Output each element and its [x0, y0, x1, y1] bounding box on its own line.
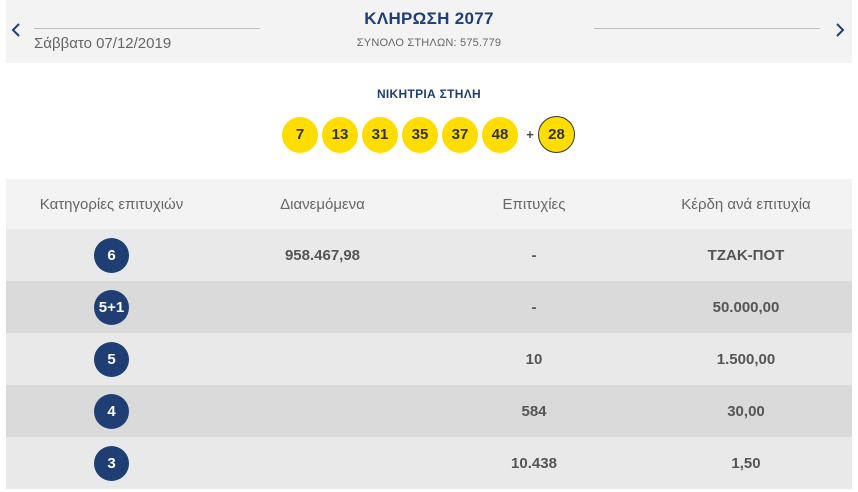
- winners-cell: 10: [525, 350, 543, 368]
- category-badge: 3: [94, 445, 129, 481]
- number-ball: 31: [362, 116, 398, 153]
- joker-ball: 28: [538, 116, 575, 153]
- draw-header: Σάββατο 07/12/2019 ΚΛΗΡΩΣΗ 2077 ΣΥΝΟΛΟ Σ…: [6, 0, 852, 63]
- total-columns: ΣΥΝΟΛΟ ΣΤΗΛΩΝ: 575.779: [356, 37, 502, 49]
- draw-title: ΚΛΗΡΩΣΗ 2077: [364, 9, 494, 28]
- winners-cell: 10.438: [511, 454, 557, 472]
- winning-column-label: ΝΙΚΗΤΡΙΑ ΣΤΗΛΗ: [376, 87, 482, 101]
- prize-table: Κατηγορίες επιτυχιών Διανεμόμενα Επιτυχί…: [6, 179, 852, 489]
- table-row: 5 10 1.500,00: [6, 333, 852, 385]
- header-divider-right: [594, 28, 820, 29]
- table-row: 4 584 30,00: [6, 385, 852, 437]
- header-divider-left: [34, 28, 260, 29]
- number-ball: 37: [442, 116, 478, 153]
- draw-date: Σάββατο 07/12/2019: [34, 35, 172, 52]
- number-ball: 13: [322, 116, 358, 153]
- header-winners: Επιτυχίες: [502, 195, 566, 213]
- plus-sign: +: [526, 127, 534, 142]
- prize-cell: 30,00: [727, 402, 765, 420]
- header-prize: Κέρδη ανά επιτυχία: [681, 195, 811, 213]
- table-row: 3 10.438 1,50: [6, 437, 852, 489]
- prize-cell: 1,50: [731, 454, 761, 472]
- previous-draw-button[interactable]: [4, 16, 28, 44]
- number-ball: 35: [402, 116, 438, 153]
- number-ball: 7: [282, 116, 318, 153]
- prize-cell: ΤΖΑΚ-ΠΟΤ: [707, 246, 785, 264]
- category-badge: 5+1: [94, 289, 129, 325]
- table-row: 6 958.467,98 - ΤΖΑΚ-ΠΟΤ: [6, 229, 852, 281]
- chevron-left-icon: [11, 23, 20, 37]
- table-row: 5+1 - 50.000,00: [6, 281, 852, 333]
- header-categories: Κατηγορίες επιτυχιών: [39, 195, 184, 213]
- distributed-cell: 958.467,98: [284, 246, 361, 264]
- category-badge: 6: [94, 237, 129, 273]
- winners-cell: -: [531, 246, 537, 264]
- winners-cell: -: [531, 298, 537, 316]
- next-draw-button[interactable]: [828, 16, 852, 44]
- winning-numbers: 7 13 31 35 37 48 + 28: [282, 116, 579, 153]
- chevron-right-icon: [836, 23, 845, 37]
- category-badge: 5: [94, 341, 129, 377]
- number-ball: 48: [482, 116, 518, 153]
- table-header: Κατηγορίες επιτυχιών Διανεμόμενα Επιτυχί…: [6, 179, 852, 229]
- category-badge: 4: [94, 393, 129, 429]
- winners-cell: 584: [521, 402, 547, 420]
- prize-cell: 50.000,00: [712, 298, 780, 316]
- header-distributed: Διανεμόμενα: [280, 195, 365, 213]
- prize-cell: 1.500,00: [716, 350, 776, 368]
